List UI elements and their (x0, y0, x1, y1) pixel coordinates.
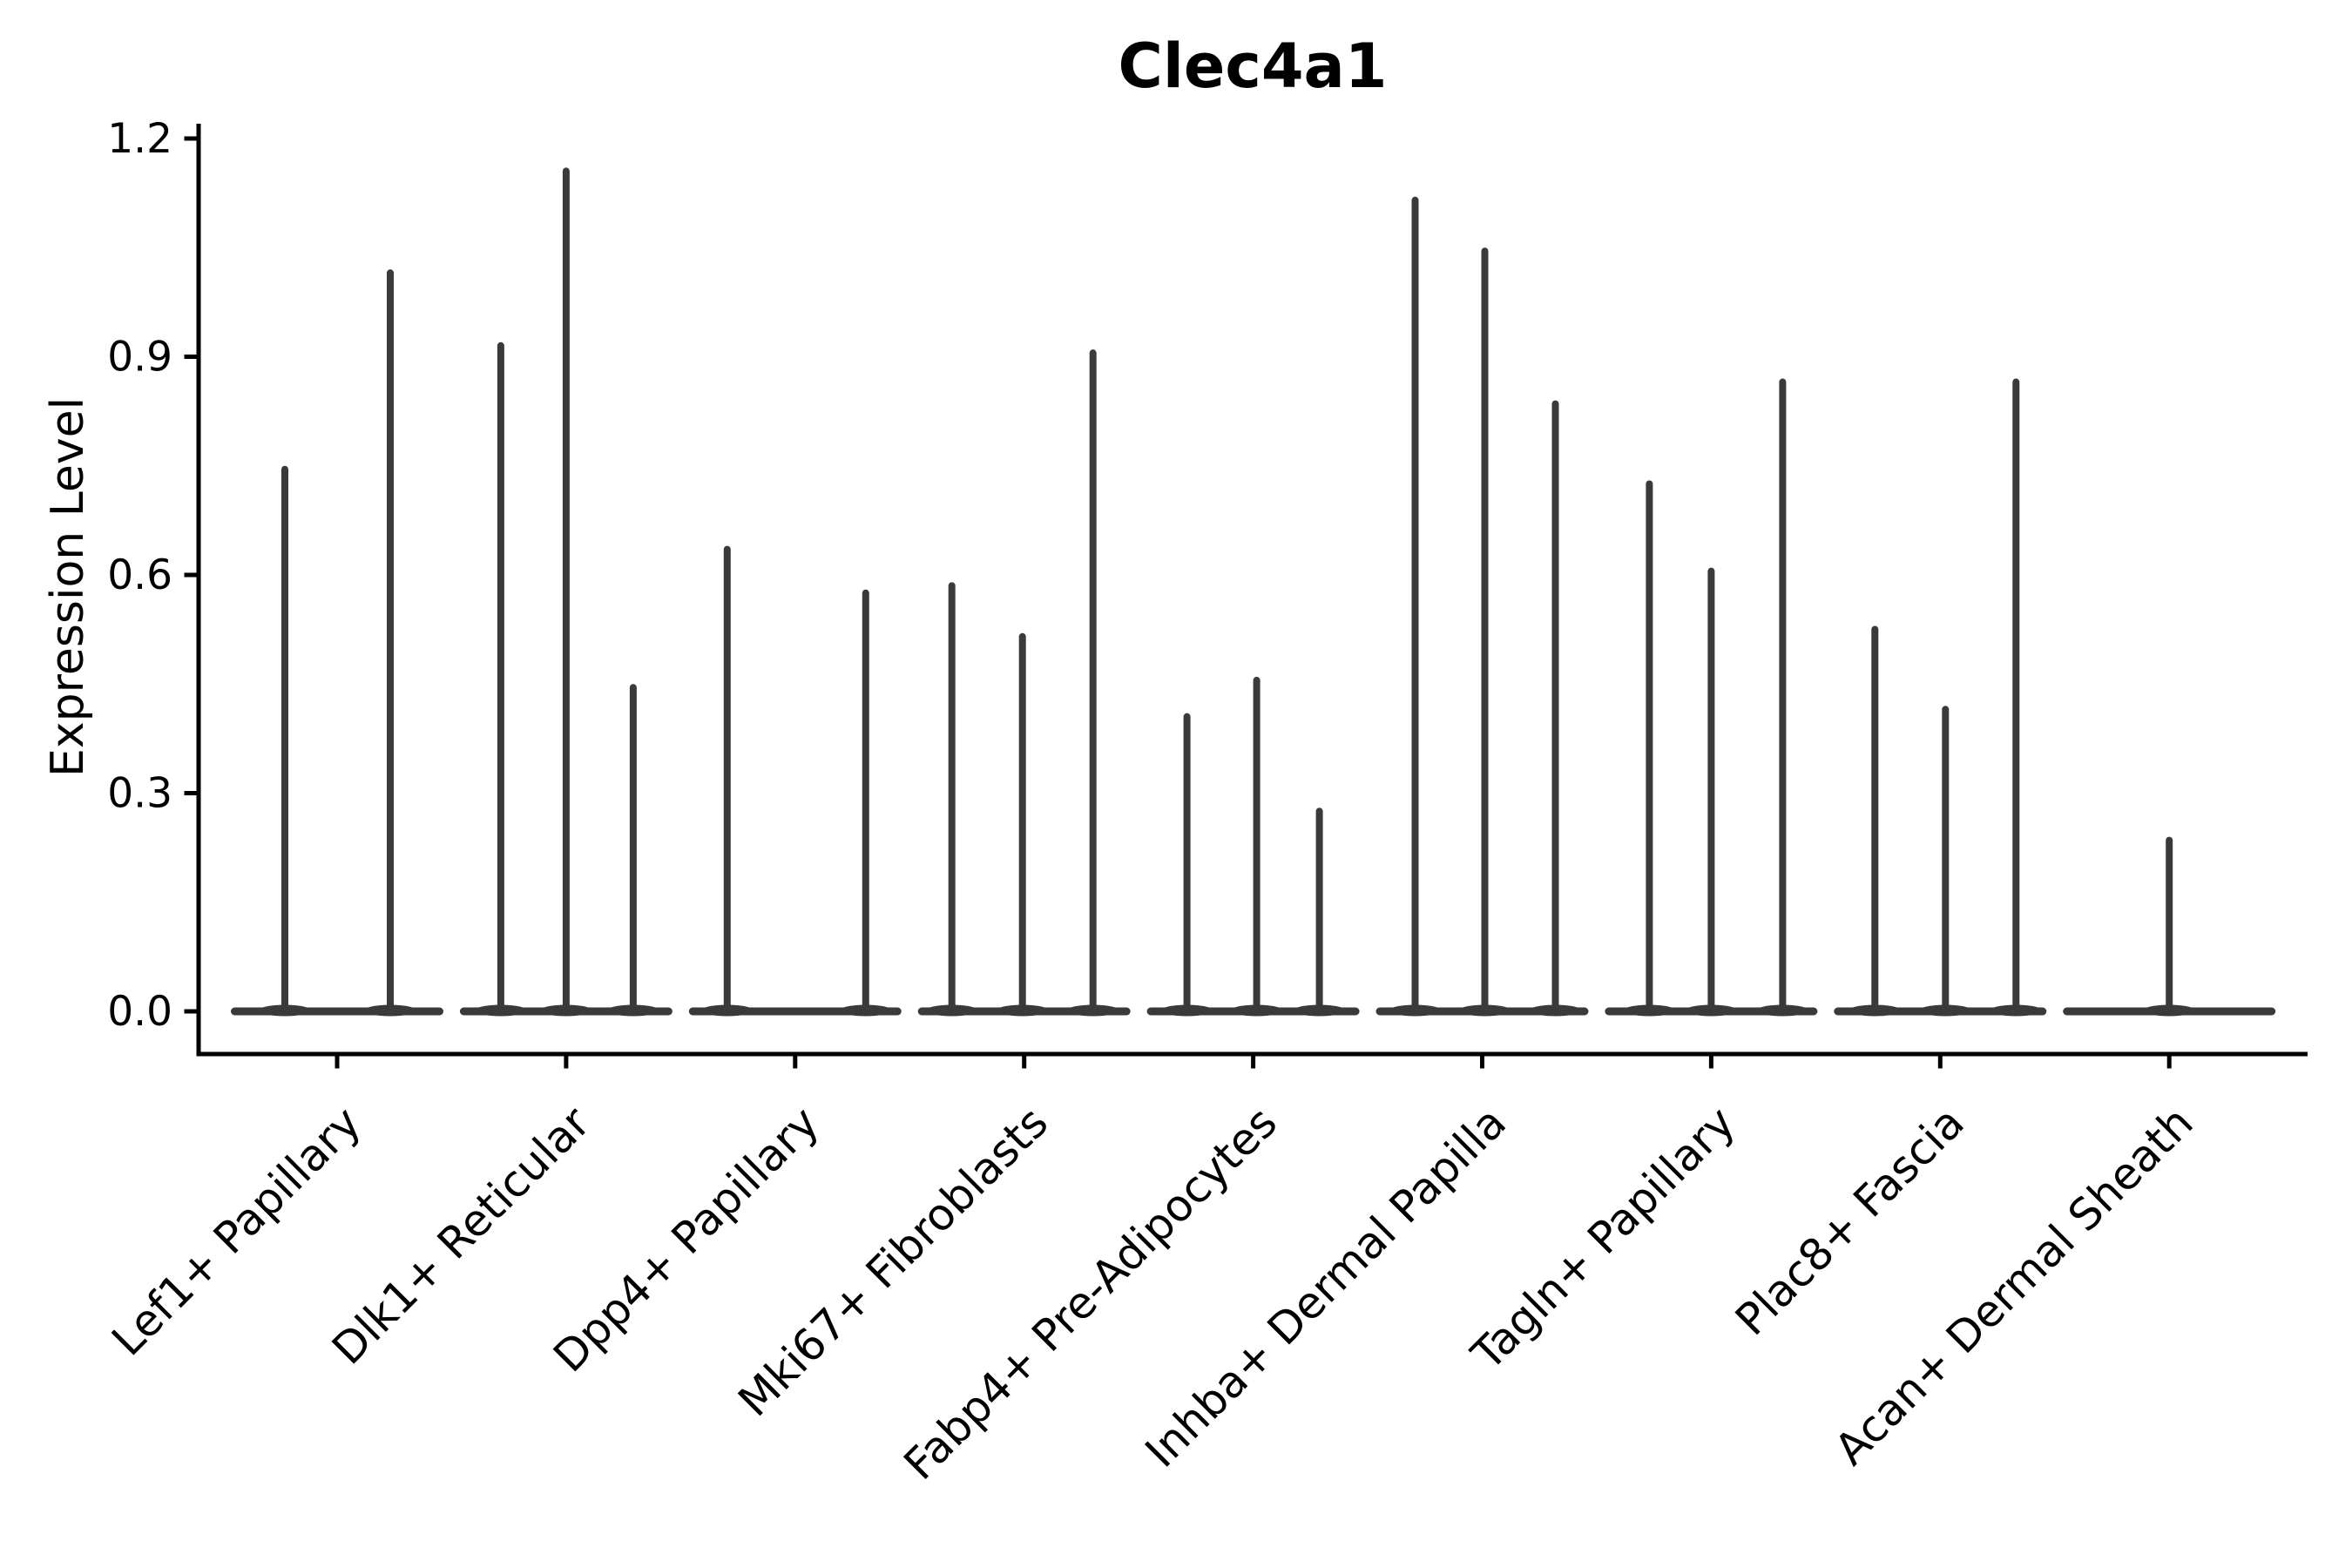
y-tick-label: 0.3 (107, 770, 172, 818)
axes-layer (196, 124, 2308, 1057)
violin-category (688, 545, 902, 1017)
violin-category (1605, 378, 1818, 1017)
x-tick-label: Lef1+ Papillary (102, 1097, 370, 1365)
y-tick-label: 0.9 (107, 334, 172, 382)
violin-category (917, 349, 1131, 1017)
y-tick-label: 0.0 (107, 988, 172, 1036)
x-tick-label: Plac8+ Fascia (1726, 1097, 1974, 1345)
y-tick-label: 0.6 (107, 551, 172, 599)
y-axis-ticks: 0.0 0.3 0.6 0.9 1.2 (107, 115, 199, 1036)
violin-category (459, 167, 672, 1017)
y-axis-label: Expression Level (42, 397, 94, 777)
x-tick-label: Fabp4+ Pre-Adipocytes (895, 1097, 1288, 1490)
plot-title: Clec4a1 (1119, 30, 1388, 102)
violin-category (1375, 196, 1589, 1017)
x-tick-label: Inhba+ Dermal Papilla (1136, 1097, 1516, 1477)
violin-category (1834, 378, 2047, 1017)
y-tick-label: 1.2 (107, 115, 172, 163)
violin-category (1146, 676, 1360, 1017)
violin-category (2063, 836, 2276, 1017)
violins-layer (231, 167, 2276, 1017)
violin-category (231, 269, 443, 1017)
